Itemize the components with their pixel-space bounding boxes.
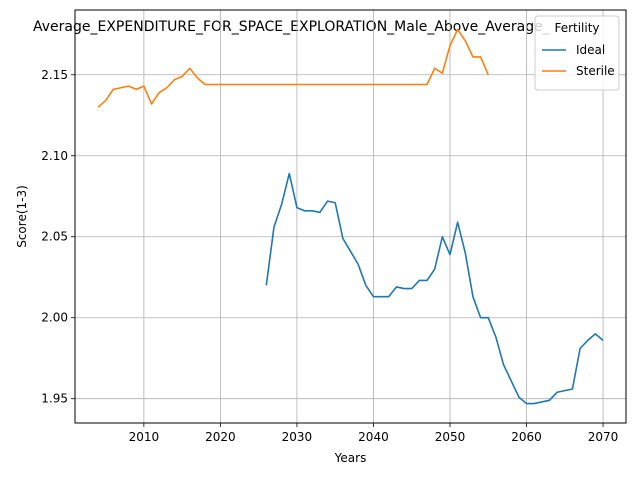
plot-frame [74, 9, 627, 424]
x-tick-label: 2010 [129, 430, 160, 444]
grid-lines [75, 10, 626, 423]
x-axis-ticks: 2010 2020 2030 2040 2050 2060 2070 [129, 423, 619, 444]
x-tick-label: 2040 [358, 430, 389, 444]
y-tick-label: 2.05 [41, 230, 68, 244]
x-tick-label: 2030 [282, 430, 313, 444]
legend-label: Sterile [576, 64, 615, 78]
y-axis-label: Score(1-3) [15, 185, 29, 248]
x-tick-label: 2070 [588, 430, 619, 444]
y-tick-label: 1.95 [41, 392, 68, 406]
y-tick-label: 2.15 [41, 68, 68, 82]
legend-label: Ideal [576, 43, 605, 57]
series-line-sterile [97, 28, 489, 108]
x-tick-label: 2060 [511, 430, 542, 444]
x-tick-label: 2050 [435, 430, 466, 444]
x-tick-label: 2020 [205, 430, 236, 444]
y-tick-label: 2.00 [41, 311, 68, 325]
y-axis-ticks: 1.95 2.00 2.05 2.10 2.15 [41, 68, 75, 406]
chart-title: Average_EXPENDITURE_FOR_SPACE_EXPLORATIO… [33, 19, 551, 35]
legend-title: Fertility [554, 21, 599, 35]
y-tick-label: 2.10 [41, 149, 68, 163]
x-axis-label: Years [334, 451, 367, 465]
series-line-ideal [265, 172, 604, 405]
legend-items: Ideal Sterile [542, 43, 615, 78]
series-lines [97, 28, 604, 405]
legend: Fertility Ideal Sterile [534, 15, 620, 91]
